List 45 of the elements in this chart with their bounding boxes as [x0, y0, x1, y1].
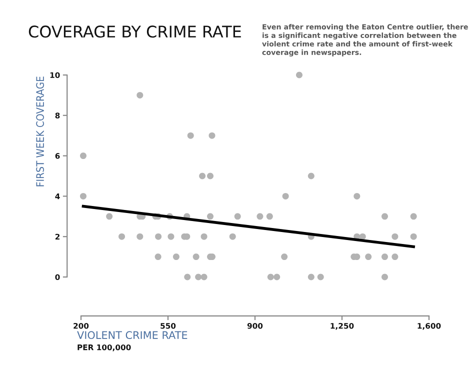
point: [199, 172, 206, 180]
point: [200, 233, 208, 240]
point: [192, 254, 200, 260]
point: [359, 233, 366, 240]
point: [136, 233, 144, 240]
point: [410, 233, 417, 240]
point: [296, 72, 303, 78]
point: [410, 213, 417, 220]
point: [80, 152, 86, 160]
point: [195, 274, 202, 280]
point: [267, 274, 274, 280]
point: [207, 213, 214, 220]
point: [200, 274, 208, 280]
point: [234, 213, 241, 220]
point: [266, 213, 273, 220]
point: [187, 132, 194, 139]
point: [365, 254, 372, 260]
point: [172, 254, 180, 260]
point: [229, 233, 236, 240]
point: [308, 274, 314, 280]
point: [154, 254, 162, 260]
point: [381, 213, 388, 220]
point: [208, 132, 216, 139]
x-axis-title: VIOLENT CRIME RATE: [77, 331, 188, 340]
y-axis-title: FIRST WEEK COVERAGE: [36, 76, 44, 186]
point: [168, 233, 174, 240]
point: [381, 254, 388, 260]
point: [392, 254, 398, 260]
point: [282, 192, 289, 200]
point: [308, 172, 314, 180]
point: [136, 92, 144, 98]
point: [274, 274, 280, 280]
point: [392, 233, 398, 240]
point: [106, 213, 113, 220]
point: [80, 192, 86, 200]
point: [184, 274, 191, 280]
point: [281, 254, 288, 260]
chart-title: COVERAGE BY CRIME RATE: [28, 26, 241, 38]
point: [354, 192, 360, 200]
point: [317, 274, 324, 280]
point: [256, 213, 264, 220]
point: [381, 274, 388, 280]
point: [155, 233, 162, 240]
point: [118, 233, 126, 240]
point: [207, 172, 214, 180]
